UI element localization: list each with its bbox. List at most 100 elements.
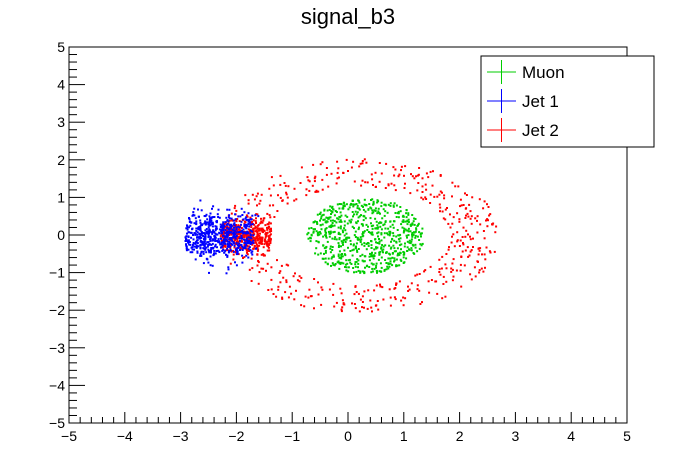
data-point <box>369 231 372 234</box>
data-point <box>398 234 401 237</box>
data-point <box>408 248 411 251</box>
data-point <box>328 288 331 291</box>
data-point <box>363 203 366 206</box>
data-point <box>364 204 367 207</box>
data-point <box>237 235 239 238</box>
data-point <box>273 216 276 218</box>
data-point <box>277 194 279 197</box>
data-point <box>370 207 373 210</box>
data-point <box>268 228 271 231</box>
data-point <box>483 237 486 240</box>
data-point <box>221 226 224 229</box>
data-point <box>285 191 288 194</box>
data-point <box>375 241 377 244</box>
data-point <box>338 256 341 259</box>
data-point <box>235 234 238 237</box>
data-point <box>351 249 354 252</box>
data-point <box>306 176 309 179</box>
data-point <box>425 198 428 200</box>
data-point <box>348 219 351 222</box>
data-point <box>382 208 385 211</box>
data-point <box>452 233 455 236</box>
data-point <box>251 230 254 233</box>
data-point <box>325 236 328 239</box>
data-point <box>218 241 221 244</box>
data-point <box>200 231 203 234</box>
data-point <box>315 221 318 223</box>
data-point <box>264 224 267 227</box>
data-point <box>379 285 382 288</box>
data-point <box>403 245 406 248</box>
data-point <box>469 238 472 241</box>
data-point <box>411 214 414 216</box>
data-point <box>202 232 205 235</box>
data-point <box>200 209 203 212</box>
data-point <box>342 241 344 244</box>
data-point <box>421 177 424 180</box>
data-point <box>317 293 320 296</box>
data-point <box>358 208 361 211</box>
data-point <box>384 244 387 247</box>
data-point <box>268 187 271 190</box>
data-point <box>371 310 373 313</box>
data-point <box>366 264 369 267</box>
data-point <box>456 239 459 242</box>
data-point <box>410 247 413 250</box>
data-point <box>438 203 441 206</box>
data-point <box>405 209 408 212</box>
data-point <box>226 243 229 246</box>
data-point <box>355 291 358 293</box>
data-point <box>460 285 463 288</box>
data-point <box>248 229 251 232</box>
data-point <box>239 230 242 233</box>
data-point <box>202 235 205 237</box>
data-point <box>356 211 359 214</box>
data-point <box>376 242 379 244</box>
data-point <box>464 217 467 219</box>
data-point <box>257 260 260 262</box>
data-point <box>208 215 211 218</box>
data-point <box>363 230 366 233</box>
data-point <box>247 238 250 241</box>
data-point <box>344 241 347 243</box>
data-point <box>469 273 472 276</box>
data-point <box>330 213 332 215</box>
data-point <box>256 264 259 267</box>
data-point <box>248 242 251 245</box>
data-point <box>208 230 211 233</box>
data-point <box>404 242 406 245</box>
data-point <box>451 268 454 271</box>
data-point <box>269 194 272 197</box>
data-point <box>368 203 371 205</box>
data-point <box>394 298 397 301</box>
data-point <box>397 252 400 255</box>
series-jet-1 <box>184 199 260 275</box>
data-point <box>257 248 260 251</box>
data-point <box>262 217 265 220</box>
data-point <box>414 234 417 237</box>
data-point <box>349 221 352 223</box>
data-point <box>361 179 364 182</box>
data-point <box>249 249 252 252</box>
data-point <box>324 257 327 260</box>
data-point <box>241 249 244 251</box>
data-point <box>238 245 240 247</box>
data-point <box>451 181 454 184</box>
data-point <box>223 239 226 242</box>
data-point <box>190 236 193 239</box>
data-point <box>215 250 218 252</box>
data-point <box>213 252 216 255</box>
data-point <box>190 231 193 234</box>
data-point <box>196 233 199 236</box>
data-point <box>262 246 265 249</box>
data-point <box>195 244 198 247</box>
data-point <box>185 239 188 242</box>
data-point <box>300 276 303 279</box>
data-point <box>330 172 333 175</box>
series-muon <box>306 198 424 275</box>
data-point <box>394 250 397 253</box>
data-point <box>243 231 246 234</box>
data-point <box>241 254 244 257</box>
data-point <box>257 261 260 264</box>
data-point <box>208 238 211 241</box>
